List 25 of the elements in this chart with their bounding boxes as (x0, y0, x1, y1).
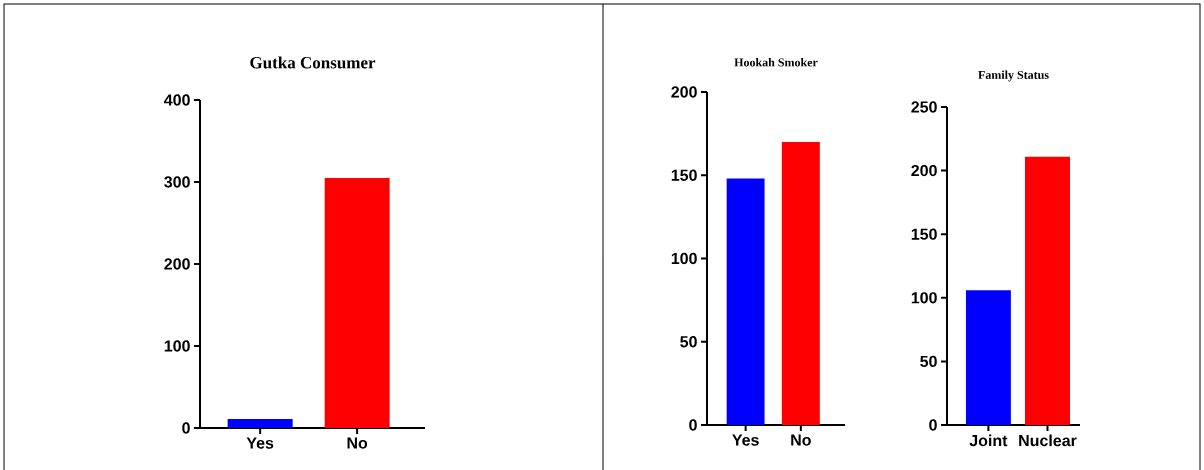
y-tick-label: 0 (929, 419, 937, 431)
chart-title: Hookah Smoker (734, 58, 818, 67)
y-tick-label: 150 (671, 169, 697, 181)
y-tick-label: 100 (671, 252, 697, 265)
y-tick-label: 200 (164, 258, 190, 270)
x-tick-label: Yes (732, 434, 759, 446)
y-tick-label: 200 (671, 86, 697, 98)
x-tick-label: No (791, 434, 811, 446)
y-tick-label: 100 (911, 292, 937, 304)
x-tick-label: Nuclear (1019, 434, 1077, 447)
y-tick-label: 400 (164, 94, 190, 106)
y-tick-label: 300 (164, 176, 190, 188)
y-tick-label: 100 (164, 340, 190, 352)
y-tick-label: 200 (911, 164, 937, 177)
chart-title: Family Status (978, 70, 1049, 82)
x-tick-label: Yes (246, 437, 274, 449)
x-tick-label: Joint (969, 434, 1008, 447)
chart-title: Gutka Consumer (250, 56, 376, 69)
y-tick-label: 50 (680, 336, 697, 348)
x-tick-label: No (347, 437, 368, 449)
y-tick-label: 0 (689, 419, 697, 431)
y-tick-label: 250 (911, 101, 937, 113)
y-tick-label: 0 (182, 422, 190, 434)
y-tick-label: 50 (920, 355, 937, 368)
y-tick-label: 150 (911, 228, 937, 240)
